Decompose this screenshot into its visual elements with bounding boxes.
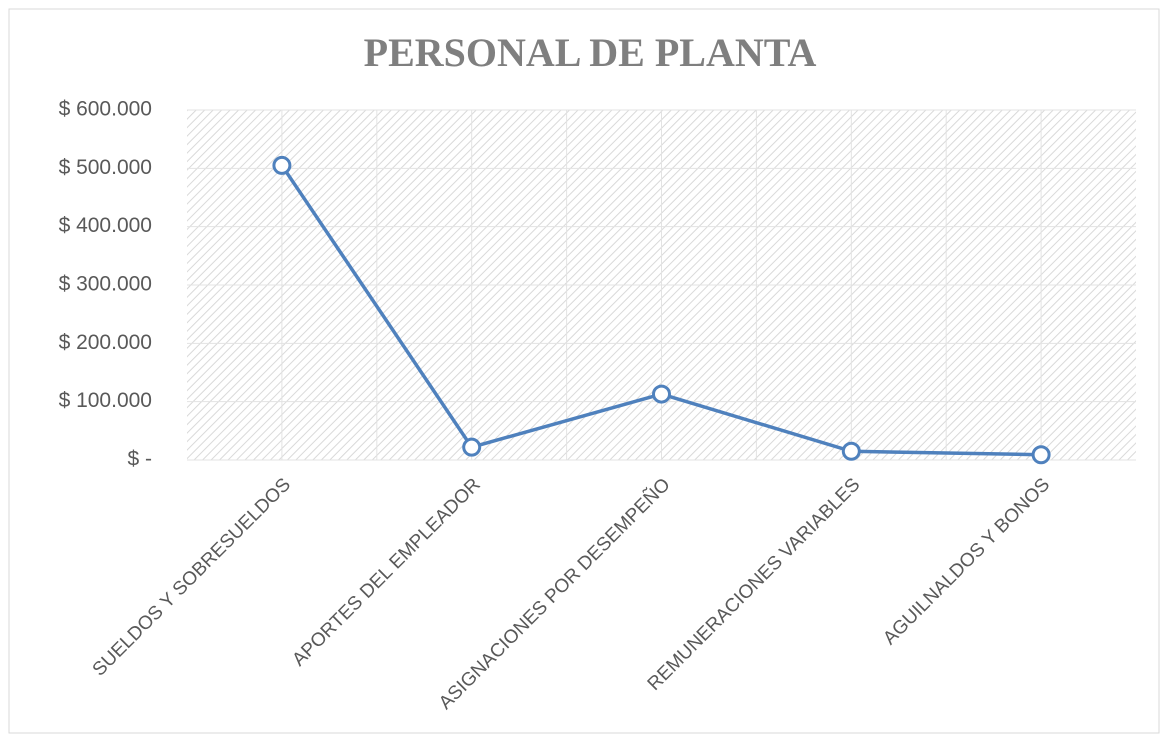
data-point (1031, 445, 1051, 465)
data-point (652, 384, 671, 404)
y-tick-label: $ 300.000 (59, 273, 152, 296)
y-tick-label: $ 600.000 (59, 98, 152, 121)
y-tick-label: $ 200.000 (59, 331, 152, 354)
data-point (841, 441, 861, 461)
y-tick-label: $ - (127, 448, 152, 471)
data-point (272, 155, 292, 175)
chart-title: PERSONAL DE PLANTA (364, 30, 817, 75)
y-tick-label: $ 500.000 (59, 156, 152, 179)
y-tick-label: $ 100.000 (59, 389, 152, 412)
data-point (462, 437, 482, 457)
y-tick-label: $ 400.000 (59, 214, 152, 237)
